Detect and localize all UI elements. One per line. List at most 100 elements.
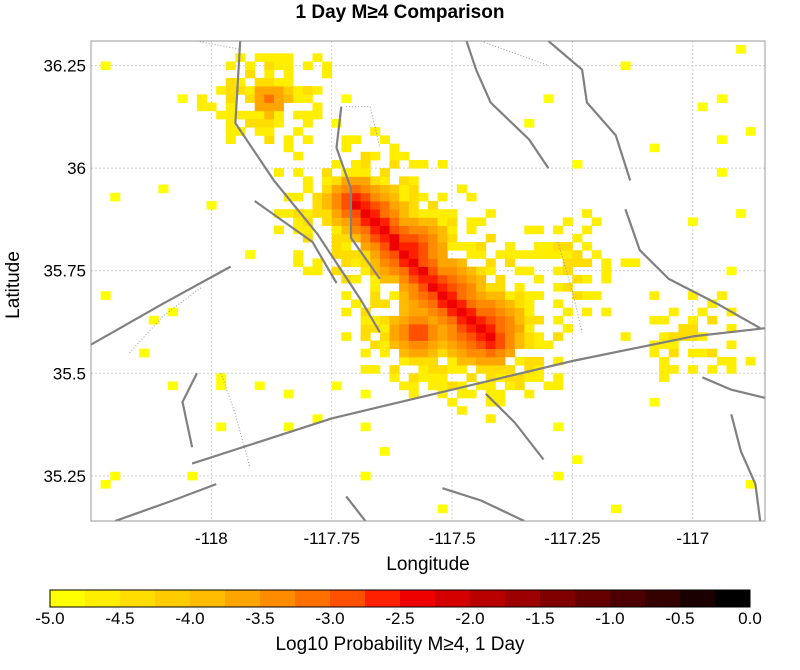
heat-cell (399, 348, 410, 358)
heat-cell (399, 283, 410, 292)
heat-cell (572, 250, 583, 259)
heat-cell (447, 332, 458, 341)
heat-cell (687, 348, 698, 358)
heat-cell (678, 324, 689, 333)
heat-cell (533, 274, 544, 284)
heat-cell (495, 397, 506, 407)
heat-cell (437, 389, 448, 399)
heat-cell (678, 332, 689, 341)
heat-cell (225, 110, 236, 120)
colorbar-swatch (470, 590, 506, 607)
heat-cell (283, 135, 294, 144)
heat-cell (437, 266, 448, 276)
heat-cell (293, 86, 304, 95)
heat-cell (350, 135, 361, 144)
heat-cell (216, 381, 227, 391)
heat-cell (389, 217, 400, 227)
heat-cell (418, 192, 429, 202)
heat-cell (514, 291, 525, 300)
heat-cell (370, 184, 381, 194)
heat-cell (428, 233, 439, 243)
heat-cell (447, 266, 458, 276)
heat-cell (476, 365, 487, 374)
x-tick-label: -117.75 (304, 529, 360, 548)
heat-cell (524, 332, 535, 341)
heat-cell (408, 307, 419, 317)
heat-cell (408, 201, 419, 210)
heat-cell (302, 266, 313, 276)
heat-cell (360, 307, 371, 317)
heat-cell (668, 332, 679, 341)
colorbar: -5.0 -4.5 -4.0 -3.5 -3.0 -2.5 -2.0 -1.5 -1.0 -0.5… (35, 589, 762, 655)
heat-cell (582, 274, 593, 284)
heat-cell (408, 266, 419, 276)
heat-cell (437, 242, 448, 251)
heat-cell (428, 381, 439, 391)
heat-cell (254, 77, 265, 87)
heat-cell (389, 159, 400, 169)
heat-cell (524, 340, 535, 350)
heat-cell (582, 258, 593, 268)
heat-cell (505, 258, 516, 268)
heat-cell (283, 422, 294, 432)
heat-cell (389, 151, 400, 161)
heat-cell (447, 356, 458, 366)
heat-cell (466, 332, 477, 341)
heat-cell (524, 315, 535, 325)
heat-cell (495, 274, 506, 284)
heat-cell (350, 217, 361, 227)
heat-cell (456, 242, 467, 251)
heat-cell (524, 250, 535, 259)
heat-cell (399, 381, 410, 391)
heat-cell (245, 69, 256, 79)
heat-cell (514, 373, 525, 382)
heat-cell (505, 332, 516, 341)
heat-cell (553, 471, 564, 481)
heat-cell (399, 225, 410, 235)
heat-cell (745, 127, 756, 136)
heat-cell (322, 209, 333, 218)
colorbar-tick-label: -1.0 (595, 609, 624, 628)
heat-cell (273, 209, 284, 218)
heat-cell (447, 324, 458, 333)
heat-cell (245, 110, 256, 120)
heat-cell (514, 315, 525, 325)
heat-cell (514, 332, 525, 341)
heat-cell (283, 86, 294, 95)
heat-cell (437, 332, 448, 341)
heat-cell (514, 266, 525, 276)
heat-cell (485, 414, 496, 423)
heat-cell (360, 209, 371, 218)
heat-cell (389, 324, 400, 333)
heat-cell (476, 217, 487, 227)
heat-cell (533, 291, 544, 300)
heat-cell (100, 61, 111, 71)
heat-cell (591, 291, 602, 300)
heat-cell (360, 159, 371, 169)
heat-cell (582, 307, 593, 317)
heat-cell (331, 192, 342, 202)
heat-cell (514, 356, 525, 366)
heat-cell (331, 217, 342, 227)
heat-cell (572, 159, 583, 169)
heat-cell (428, 283, 439, 292)
heat-cell (447, 258, 458, 268)
heat-cell (649, 315, 660, 325)
heat-cell (582, 225, 593, 235)
heat-cell (389, 201, 400, 210)
heat-cell (216, 110, 227, 120)
heat-cell (447, 381, 458, 391)
heat-cell (668, 348, 679, 358)
heat-cell (264, 102, 275, 112)
heat-cell (466, 291, 477, 300)
heat-cell (302, 225, 313, 235)
heat-cell (360, 389, 371, 399)
heat-cell (408, 389, 419, 399)
heat-cell (312, 53, 323, 62)
heat-cell (437, 250, 448, 259)
heat-cell (322, 176, 333, 185)
heat-cell (418, 233, 429, 243)
colorbar-swatch (295, 590, 331, 607)
heat-cell (707, 315, 718, 325)
heat-cell (495, 340, 506, 350)
